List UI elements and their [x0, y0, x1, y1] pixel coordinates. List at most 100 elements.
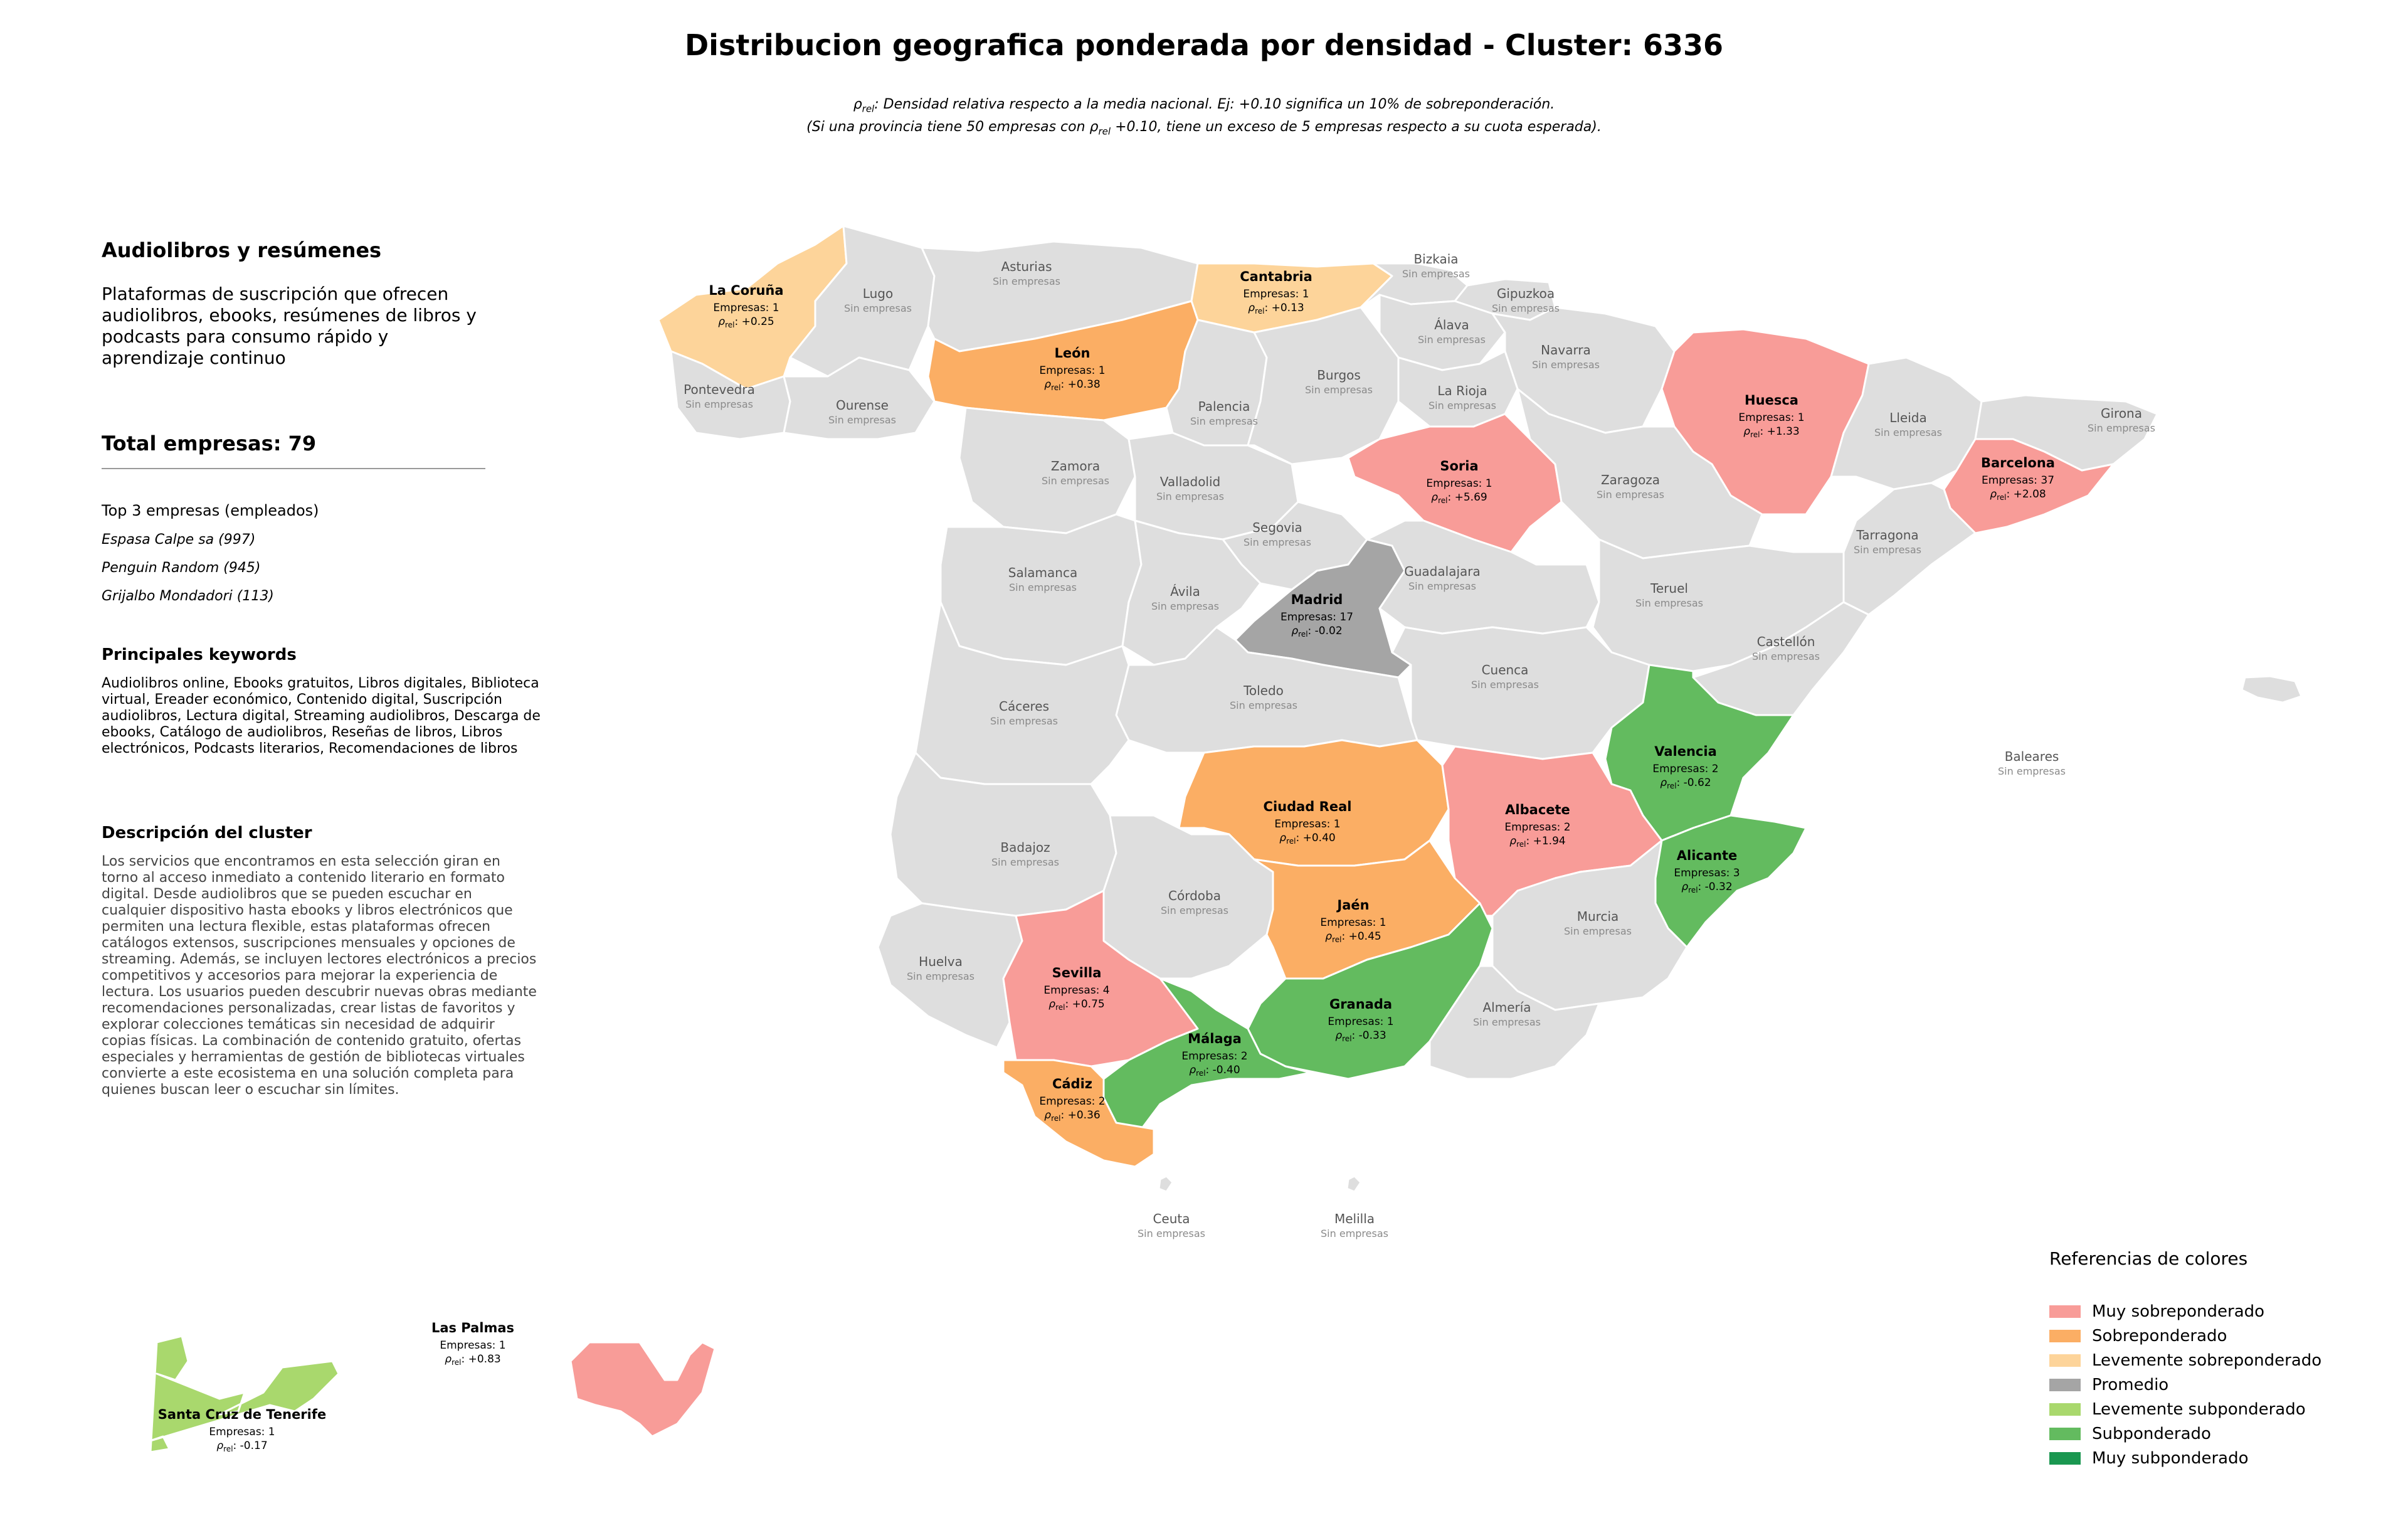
province-rho-madrid: ρrel: -0.02 — [1291, 625, 1342, 639]
province-name-valencia: Valencia — [1654, 744, 1716, 759]
province-empty-avila: Sin empresas — [1151, 600, 1219, 612]
province-name-baleares: Baleares — [2005, 749, 2059, 764]
legend-item: Muy sobreponderado — [2049, 1299, 2363, 1324]
province-empty-la-rioja: Sin empresas — [1428, 400, 1496, 411]
province-empty-girona: Sin empresas — [2088, 422, 2155, 434]
province-rho-la-coruna: ρrel: +0.25 — [718, 316, 774, 329]
province-count-santa-cruz-de-tenerife: Empresas: 1 — [209, 1426, 275, 1438]
legend-swatch — [2049, 1354, 2081, 1367]
province-name-lugo: Lugo — [863, 286, 893, 301]
province-rho-malaga: ρrel: -0.40 — [1189, 1064, 1240, 1078]
top3-label: Top 3 empresas (empleados) — [102, 502, 319, 519]
province-name-cadiz: Cádiz — [1052, 1076, 1092, 1091]
legend-label: Sobreponderado — [2092, 1326, 2227, 1345]
cluster-info-panel: Audiolibros y resúmenes Plataformas de s… — [102, 238, 541, 1098]
province-empty-valladolid: Sin empresas — [1156, 491, 1224, 502]
subtitle-line-2-pre: (Si una provincia tiene 50 empresas con — [806, 119, 1090, 135]
total-companies: Total empresas: 79 — [102, 432, 317, 455]
province-name-zaragoza: Zaragoza — [1601, 472, 1660, 487]
province-name-valladolid: Valladolid — [1160, 474, 1221, 489]
province-name-gipuzkoa: Gipuzkoa — [1497, 286, 1555, 301]
province-rho-granada: ρrel: -0.33 — [1335, 1029, 1386, 1043]
province-empty-lleida: Sin empresas — [1874, 427, 1942, 438]
top-company: Penguin Random (945) — [102, 560, 261, 576]
subtitle-line-1-text: : Densidad relativa respecto a la media … — [874, 97, 1555, 112]
rho-sub: rel — [1098, 125, 1111, 137]
province-name-murcia: Murcia — [1577, 909, 1619, 924]
province-count-sevilla: Empresas: 4 — [1043, 984, 1109, 997]
province-name-tarragona: Tarragona — [1856, 528, 1918, 543]
legend-swatch — [2049, 1378, 2081, 1391]
province-empty-salamanca: Sin empresas — [1009, 581, 1077, 593]
province-cuenca — [1391, 626, 1650, 760]
province-rho-sevilla: ρrel: +0.75 — [1048, 998, 1104, 1012]
subtitle-line-1: ρrel: Densidad relativa respecto a la me… — [0, 95, 2408, 118]
legend-swatch — [2049, 1305, 2081, 1318]
province-name-ourense: Ourense — [836, 398, 889, 413]
province-name-badajoz: Badajoz — [1000, 840, 1050, 855]
province-empty-bizkaia: Sin empresas — [1402, 268, 1470, 280]
province-empty-zaragoza: Sin empresas — [1597, 489, 1664, 501]
province-empty-zamora: Sin empresas — [1042, 475, 1109, 487]
province-count-granada: Empresas: 1 — [1328, 1016, 1393, 1028]
province-empty-pontevedra: Sin empresas — [685, 398, 753, 410]
province-name-zamora: Zamora — [1051, 459, 1100, 474]
province-count-leon: Empresas: 1 — [1039, 364, 1105, 377]
legend-item: Promedio — [2049, 1372, 2363, 1397]
province-count-madrid: Empresas: 17 — [1281, 611, 1353, 623]
legend-title: Referencias de colores — [2049, 1248, 2248, 1269]
province-rho-cadiz: ρrel: +0.36 — [1044, 1109, 1100, 1123]
province-name-sevilla: Sevilla — [1052, 965, 1102, 980]
province-count-jaen: Empresas: 1 — [1320, 916, 1386, 929]
province-rho-alicante: ρrel: -0.32 — [1681, 881, 1732, 894]
province-name-malaga: Málaga — [1188, 1031, 1242, 1046]
legend-label: Promedio — [2092, 1375, 2169, 1394]
province-caceres — [914, 601, 1130, 785]
province-rho-soria: ρrel: +5.69 — [1431, 491, 1487, 505]
province-name-la-coruna: La Coruña — [709, 283, 783, 298]
province-name-ciudad-real: Ciudad Real — [1264, 799, 1352, 814]
province-name-castellon: Castellón — [1757, 634, 1815, 649]
province-count-la-coruna: Empresas: 1 — [713, 302, 779, 314]
province-empty-tarragona: Sin empresas — [1854, 544, 1921, 556]
province-rho-barcelona: ρrel: +2.08 — [1990, 488, 2046, 502]
province-empty-murcia: Sin empresas — [1564, 925, 1632, 937]
province-name-cantabria: Cantabria — [1240, 269, 1312, 284]
province-name-bizkaia: Bizkaia — [1413, 252, 1458, 267]
province-name-pontevedra: Pontevedra — [684, 382, 755, 397]
province-name-caceres: Cáceres — [999, 699, 1049, 714]
province-rho-huesca: ρrel: +1.33 — [1743, 425, 1799, 439]
province-ourense — [783, 356, 936, 440]
province-name-burgos: Burgos — [1317, 368, 1361, 383]
map-title: Distribucion geografica ponderada por de… — [685, 28, 1723, 62]
province-burgos — [1247, 306, 1400, 465]
province-count-las-palmas: Empresas: 1 — [440, 1339, 505, 1352]
rho-sub: rel — [862, 103, 875, 115]
province-name-guadalajara: Guadalajara — [1404, 564, 1480, 579]
cluster-description-text: Los servicios que encontramos en esta se… — [102, 854, 537, 1098]
legend-item: Levemente subponderado — [2049, 1397, 2363, 1421]
rho-symbol: ρ — [853, 97, 862, 112]
province-name-madrid: Madrid — [1291, 592, 1343, 607]
province-empty-lugo: Sin empresas — [844, 302, 912, 314]
province-name-albacete: Albacete — [1505, 802, 1570, 817]
province-name-leon: León — [1054, 346, 1090, 361]
legend-label: Levemente sobreponderado — [2092, 1350, 2322, 1370]
province-empty-castellon: Sin empresas — [1752, 650, 1820, 662]
province-name-alicante: Alicante — [1677, 848, 1738, 863]
province-empty-almeria: Sin empresas — [1473, 1016, 1541, 1028]
province-empty-badajoz: Sin empresas — [991, 856, 1059, 868]
province-rho-leon: ρrel: +0.38 — [1044, 378, 1100, 392]
legend-label: Muy subponderado — [2092, 1448, 2249, 1468]
province-rho-jaen: ρrel: +0.45 — [1325, 930, 1381, 944]
province-count-soria: Empresas: 1 — [1426, 477, 1492, 490]
top-company: Espasa Calpe sa (997) — [102, 532, 256, 548]
province-name-lleida: Lleida — [1889, 410, 1927, 425]
province-name-jaen: Jaén — [1336, 898, 1369, 913]
legend-label: Levemente subponderado — [2092, 1399, 2306, 1419]
province-empty-ourense: Sin empresas — [828, 414, 896, 426]
subtitle-line-2-post: +0.10, tiene un exceso de 5 empresas res… — [1111, 119, 1602, 135]
legend-item: Sobreponderado — [2049, 1324, 2363, 1348]
province-zamora — [958, 406, 1136, 534]
